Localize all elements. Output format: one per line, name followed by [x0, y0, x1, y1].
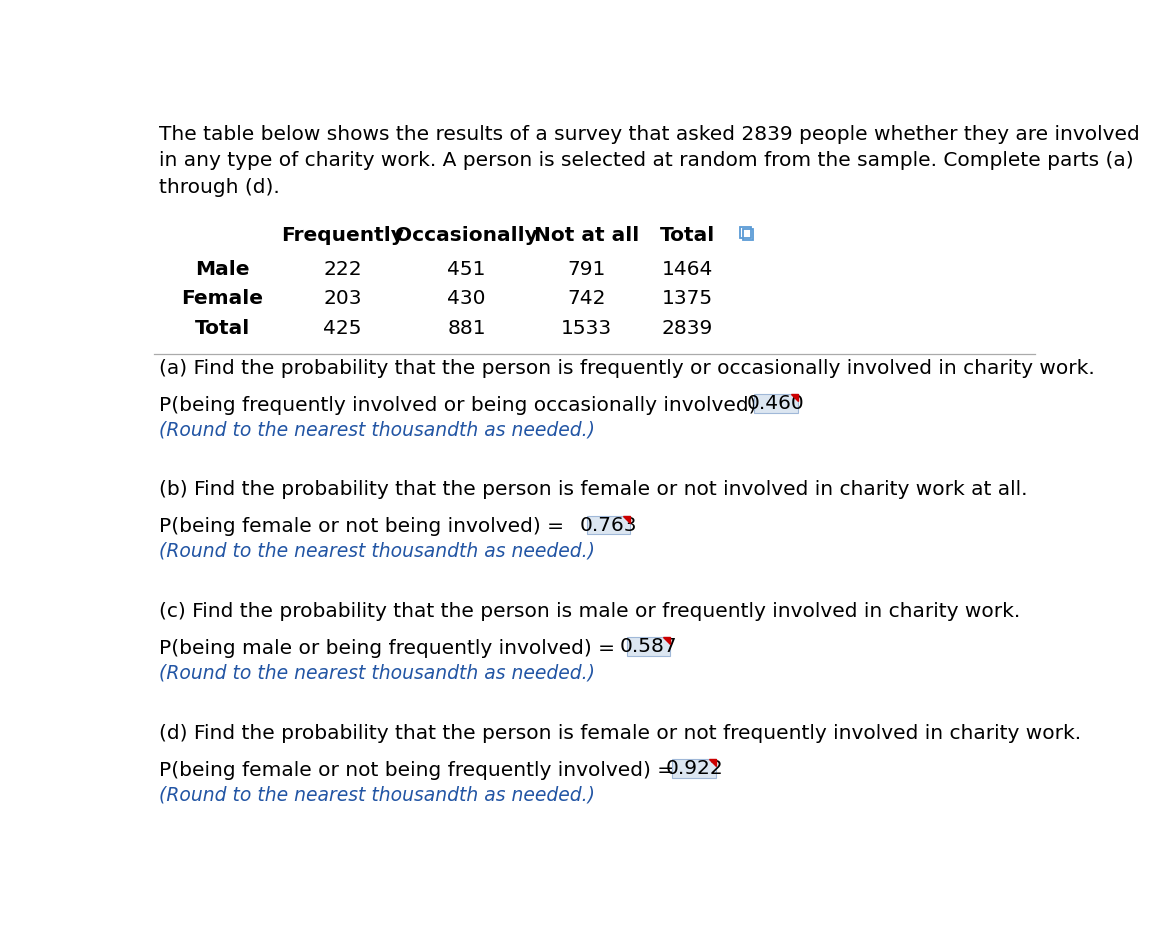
FancyBboxPatch shape [626, 637, 670, 656]
Text: (Round to the nearest thousandth as needed.): (Round to the nearest thousandth as need… [159, 542, 595, 561]
Text: 430: 430 [448, 289, 486, 309]
Text: 881: 881 [448, 318, 486, 338]
Text: P(being female or not being frequently involved) =: P(being female or not being frequently i… [159, 761, 681, 780]
Polygon shape [623, 516, 630, 522]
Text: The table below shows the results of a survey that asked 2839 people whether the: The table below shows the results of a s… [159, 124, 1139, 197]
Bar [740, 227, 751, 238]
Polygon shape [709, 759, 716, 766]
Text: 1533: 1533 [561, 318, 612, 338]
Text: (a) Find the probability that the person is frequently or occasionally involved : (a) Find the probability that the person… [159, 358, 1095, 378]
Text: Male: Male [195, 260, 249, 279]
Text: 451: 451 [448, 260, 486, 279]
Text: Not at all: Not at all [534, 227, 639, 245]
Text: 425: 425 [324, 318, 362, 338]
Text: Female: Female [181, 289, 263, 309]
Text: P(being frequently involved or being occasionally involved) =: P(being frequently involved or being occ… [159, 396, 786, 415]
Text: 1375: 1375 [662, 289, 713, 309]
Text: 0.460: 0.460 [747, 394, 805, 413]
Text: 0.587: 0.587 [619, 637, 677, 656]
Text: (c) Find the probability that the person is male or frequently involved in chari: (c) Find the probability that the person… [159, 602, 1020, 622]
Text: (Round to the nearest thousandth as needed.): (Round to the nearest thousandth as need… [159, 420, 595, 439]
Text: 742: 742 [567, 289, 606, 309]
Text: 1464: 1464 [662, 260, 713, 279]
FancyBboxPatch shape [587, 516, 630, 534]
Text: 0.922: 0.922 [665, 759, 723, 778]
Text: Total: Total [195, 318, 251, 338]
Text: (d) Find the probability that the person is female or not frequently involved in: (d) Find the probability that the person… [159, 724, 1081, 742]
Text: 0.763: 0.763 [580, 516, 638, 534]
Text: 203: 203 [324, 289, 362, 309]
Bar [742, 229, 753, 241]
Text: Occasionally: Occasionally [396, 227, 538, 245]
Text: Frequently: Frequently [281, 227, 404, 245]
Text: (Round to the nearest thousandth as needed.): (Round to the nearest thousandth as need… [159, 664, 595, 682]
Text: P(being male or being frequently involved) =: P(being male or being frequently involve… [159, 639, 622, 658]
Text: 2839: 2839 [662, 318, 713, 338]
Text: 791: 791 [567, 260, 606, 279]
Text: 222: 222 [324, 260, 362, 279]
Text: P(being female or not being involved) =: P(being female or not being involved) = [159, 518, 571, 536]
Text: Total: Total [660, 227, 715, 245]
FancyBboxPatch shape [673, 759, 716, 778]
Text: (b) Find the probability that the person is female or not involved in charity wo: (b) Find the probability that the person… [159, 480, 1028, 500]
FancyBboxPatch shape [754, 394, 798, 413]
Polygon shape [664, 637, 670, 644]
Polygon shape [791, 394, 798, 401]
Text: (Round to the nearest thousandth as needed.): (Round to the nearest thousandth as need… [159, 785, 595, 804]
